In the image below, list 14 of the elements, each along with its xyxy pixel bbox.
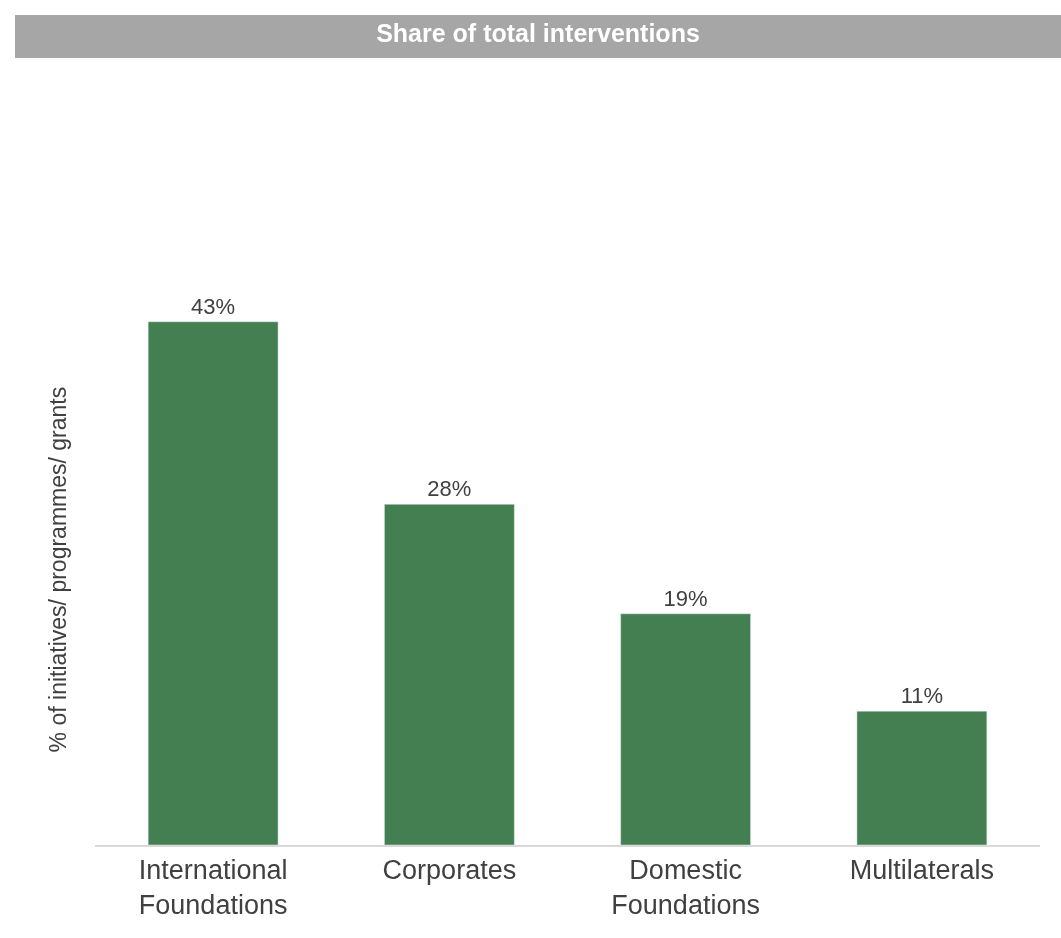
x-tick-label: Multilaterals <box>849 855 994 886</box>
bar <box>147 321 279 845</box>
data-label: 19% <box>663 585 708 611</box>
data-label: 28% <box>427 476 472 502</box>
bar <box>620 613 751 845</box>
bar <box>384 504 515 845</box>
y-axis-title: % of initiatives/ programmes/ grants <box>45 386 72 753</box>
x-tick-label: Domestic Foundations <box>611 855 760 921</box>
data-label: 43% <box>191 293 236 319</box>
x-tick-label: International Foundations <box>138 855 288 921</box>
x-tick-label: Corporates <box>382 855 517 886</box>
chart-title: Share of total interventions <box>376 18 700 47</box>
data-label: 11% <box>900 683 944 709</box>
bar <box>856 710 988 845</box>
